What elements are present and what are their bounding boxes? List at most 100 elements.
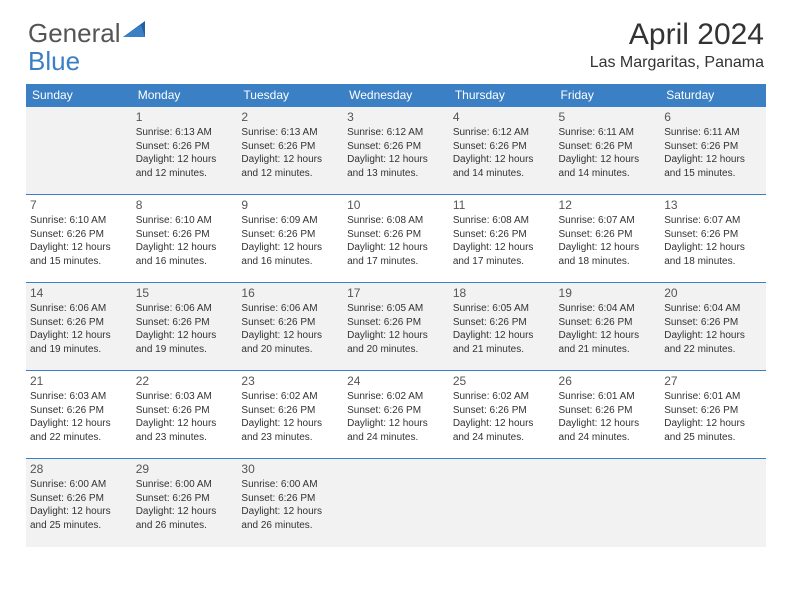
sunrise-text: Sunrise: 6:10 AM <box>136 214 234 228</box>
day-number: 5 <box>559 109 657 125</box>
sunset-text: Sunset: 6:26 PM <box>559 228 657 242</box>
sunset-text: Sunset: 6:26 PM <box>453 140 551 154</box>
day-number: 15 <box>136 285 234 301</box>
day-number: 8 <box>136 197 234 213</box>
daylight-text: Daylight: 12 hours <box>347 417 445 431</box>
daylight-text: and 14 minutes. <box>559 167 657 181</box>
sunrise-text: Sunrise: 6:08 AM <box>453 214 551 228</box>
sunset-text: Sunset: 6:26 PM <box>30 316 128 330</box>
daylight-text: and 19 minutes. <box>30 343 128 357</box>
daylight-text: and 12 minutes. <box>241 167 339 181</box>
day-number: 11 <box>453 197 551 213</box>
sunset-text: Sunset: 6:26 PM <box>136 404 234 418</box>
sunset-text: Sunset: 6:26 PM <box>241 492 339 506</box>
sunrise-text: Sunrise: 6:00 AM <box>30 478 128 492</box>
day-number: 25 <box>453 373 551 389</box>
daylight-text: and 24 minutes. <box>453 431 551 445</box>
daylight-text: and 15 minutes. <box>664 167 762 181</box>
daylight-text: Daylight: 12 hours <box>136 505 234 519</box>
title-block: April 2024 Las Margaritas, Panama <box>590 18 764 72</box>
sunrise-text: Sunrise: 6:00 AM <box>241 478 339 492</box>
daylight-text: and 15 minutes. <box>30 255 128 269</box>
day-number: 6 <box>664 109 762 125</box>
calendar-day-cell: 23Sunrise: 6:02 AMSunset: 6:26 PMDayligh… <box>237 371 343 459</box>
sunrise-text: Sunrise: 6:05 AM <box>347 302 445 316</box>
day-number: 12 <box>559 197 657 213</box>
sunrise-text: Sunrise: 6:02 AM <box>241 390 339 404</box>
daylight-text: Daylight: 12 hours <box>241 329 339 343</box>
calendar-day-cell: 13Sunrise: 6:07 AMSunset: 6:26 PMDayligh… <box>660 195 766 283</box>
daylight-text: Daylight: 12 hours <box>453 417 551 431</box>
daylight-text: Daylight: 12 hours <box>559 329 657 343</box>
daylight-text: Daylight: 12 hours <box>30 417 128 431</box>
day-number: 30 <box>241 461 339 477</box>
daylight-text: Daylight: 12 hours <box>30 505 128 519</box>
calendar-day-cell: 2Sunrise: 6:13 AMSunset: 6:26 PMDaylight… <box>237 107 343 195</box>
sunrise-text: Sunrise: 6:10 AM <box>30 214 128 228</box>
day-number: 27 <box>664 373 762 389</box>
calendar-day-cell: 27Sunrise: 6:01 AMSunset: 6:26 PMDayligh… <box>660 371 766 459</box>
sunrise-text: Sunrise: 6:09 AM <box>241 214 339 228</box>
calendar-week-row: 21Sunrise: 6:03 AMSunset: 6:26 PMDayligh… <box>26 371 766 459</box>
calendar-day-cell: 9Sunrise: 6:09 AMSunset: 6:26 PMDaylight… <box>237 195 343 283</box>
sunrise-text: Sunrise: 6:13 AM <box>241 126 339 140</box>
calendar-day-cell: 26Sunrise: 6:01 AMSunset: 6:26 PMDayligh… <box>555 371 661 459</box>
calendar-day-cell <box>343 459 449 547</box>
calendar-day-cell: 6Sunrise: 6:11 AMSunset: 6:26 PMDaylight… <box>660 107 766 195</box>
daylight-text: Daylight: 12 hours <box>559 417 657 431</box>
calendar-day-cell: 24Sunrise: 6:02 AMSunset: 6:26 PMDayligh… <box>343 371 449 459</box>
calendar-day-cell: 30Sunrise: 6:00 AMSunset: 6:26 PMDayligh… <box>237 459 343 547</box>
sunset-text: Sunset: 6:26 PM <box>559 316 657 330</box>
day-number: 3 <box>347 109 445 125</box>
daylight-text: and 18 minutes. <box>664 255 762 269</box>
logo-text-2: Blue <box>28 46 80 76</box>
sunset-text: Sunset: 6:26 PM <box>559 404 657 418</box>
day-number: 29 <box>136 461 234 477</box>
calendar-day-cell: 16Sunrise: 6:06 AMSunset: 6:26 PMDayligh… <box>237 283 343 371</box>
daylight-text: Daylight: 12 hours <box>664 241 762 255</box>
day-number: 4 <box>453 109 551 125</box>
calendar-day-cell: 29Sunrise: 6:00 AMSunset: 6:26 PMDayligh… <box>132 459 238 547</box>
sunset-text: Sunset: 6:26 PM <box>136 228 234 242</box>
sunrise-text: Sunrise: 6:05 AM <box>453 302 551 316</box>
sunrise-text: Sunrise: 6:11 AM <box>664 126 762 140</box>
daylight-text: and 25 minutes. <box>664 431 762 445</box>
calendar-day-cell: 3Sunrise: 6:12 AMSunset: 6:26 PMDaylight… <box>343 107 449 195</box>
daylight-text: and 21 minutes. <box>559 343 657 357</box>
sunrise-text: Sunrise: 6:03 AM <box>30 390 128 404</box>
daylight-text: and 16 minutes. <box>241 255 339 269</box>
daylight-text: and 26 minutes. <box>136 519 234 533</box>
daylight-text: Daylight: 12 hours <box>453 241 551 255</box>
daylight-text: and 16 minutes. <box>136 255 234 269</box>
day-number: 18 <box>453 285 551 301</box>
sunrise-text: Sunrise: 6:11 AM <box>559 126 657 140</box>
calendar-day-cell: 18Sunrise: 6:05 AMSunset: 6:26 PMDayligh… <box>449 283 555 371</box>
calendar-day-cell: 12Sunrise: 6:07 AMSunset: 6:26 PMDayligh… <box>555 195 661 283</box>
day-number: 17 <box>347 285 445 301</box>
calendar-day-cell: 19Sunrise: 6:04 AMSunset: 6:26 PMDayligh… <box>555 283 661 371</box>
daylight-text: Daylight: 12 hours <box>664 329 762 343</box>
daylight-text: Daylight: 12 hours <box>559 241 657 255</box>
daylight-text: and 14 minutes. <box>453 167 551 181</box>
daylight-text: Daylight: 12 hours <box>30 329 128 343</box>
calendar-day-cell: 11Sunrise: 6:08 AMSunset: 6:26 PMDayligh… <box>449 195 555 283</box>
sunrise-text: Sunrise: 6:00 AM <box>136 478 234 492</box>
daylight-text: and 26 minutes. <box>241 519 339 533</box>
day-number: 26 <box>559 373 657 389</box>
logo-line2: Blue <box>28 46 80 77</box>
day-number: 22 <box>136 373 234 389</box>
calendar-day-cell: 10Sunrise: 6:08 AMSunset: 6:26 PMDayligh… <box>343 195 449 283</box>
day-number: 16 <box>241 285 339 301</box>
calendar-day-cell <box>26 107 132 195</box>
calendar-day-cell: 15Sunrise: 6:06 AMSunset: 6:26 PMDayligh… <box>132 283 238 371</box>
daylight-text: Daylight: 12 hours <box>136 241 234 255</box>
daylight-text: Daylight: 12 hours <box>136 417 234 431</box>
daylight-text: and 24 minutes. <box>347 431 445 445</box>
weekday-header: Saturday <box>660 84 766 107</box>
daylight-text: and 23 minutes. <box>136 431 234 445</box>
sunset-text: Sunset: 6:26 PM <box>664 140 762 154</box>
sunset-text: Sunset: 6:26 PM <box>136 492 234 506</box>
sunrise-text: Sunrise: 6:02 AM <box>453 390 551 404</box>
sunset-text: Sunset: 6:26 PM <box>453 404 551 418</box>
sunset-text: Sunset: 6:26 PM <box>241 140 339 154</box>
